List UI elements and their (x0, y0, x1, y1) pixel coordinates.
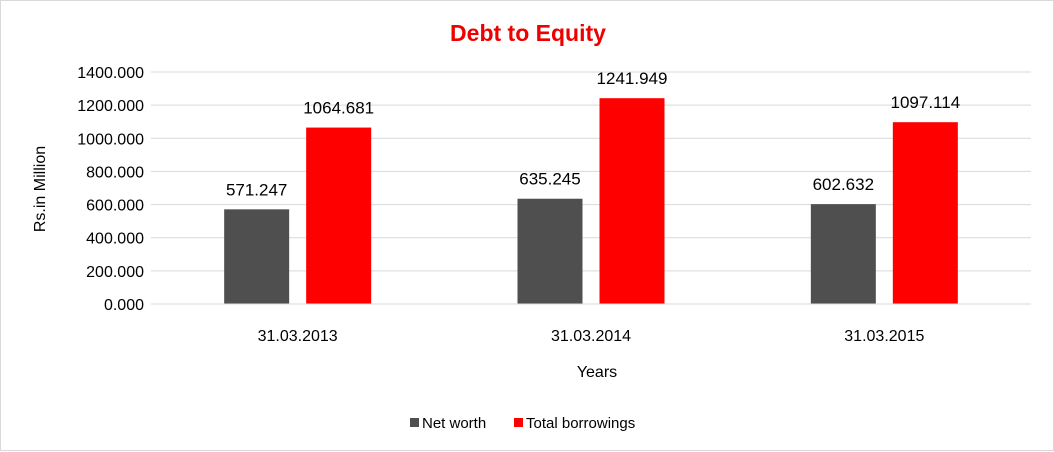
y-axis-label: Rs.in Million (32, 146, 49, 232)
legend: Net worth Total borrowings (410, 415, 635, 432)
y-tick-label: 1000.000 (77, 131, 144, 148)
bar-net-worth (224, 209, 290, 304)
y-tick-label: 1200.000 (77, 98, 144, 115)
bar-net-worth (810, 204, 876, 304)
data-label: 1097.114 (891, 93, 961, 112)
x-category-label: 31.03.2015 (844, 328, 924, 345)
data-label: 571.247 (226, 180, 287, 199)
gridlines (151, 71, 1031, 272)
x-axis-categories: 31.03.2013 31.03.2014 31.03.2015 (258, 328, 925, 345)
y-tick-label: 600.000 (86, 198, 144, 215)
data-label: 602.632 (813, 175, 874, 194)
y-tick-label: 1400.000 (77, 65, 144, 82)
legend-label-net-worth: Net worth (422, 415, 486, 432)
bar-total-borrowings (599, 98, 665, 304)
bar-total-borrowings (892, 122, 958, 304)
y-tick-label: 200.000 (86, 264, 144, 281)
data-labels: 571.247 1064.681 635.245 1241.949 602.632 109… (226, 69, 960, 199)
x-category-label: 31.03.2013 (258, 328, 338, 345)
data-label: 1241.949 (597, 69, 668, 88)
bars (224, 98, 958, 305)
chart-title: Debt to Equity (450, 20, 606, 46)
data-label: 1064.681 (303, 99, 374, 118)
y-tick-label: 0.000 (104, 297, 144, 314)
x-axis-label: Years (577, 364, 617, 381)
y-axis-ticks: 0.000 200.000 400.000 600.000 800.000 1000.00… (77, 65, 144, 314)
data-label: 635.245 (519, 170, 580, 189)
legend-label-total-borrowings: Total borrowings (526, 415, 635, 432)
y-tick-label: 400.000 (86, 231, 144, 248)
bar-total-borrowings (306, 127, 372, 305)
bar-net-worth (517, 198, 583, 304)
legend-swatch-net-worth (410, 418, 419, 427)
x-category-label: 31.03.2014 (551, 328, 631, 345)
y-tick-label: 800.000 (86, 164, 144, 181)
legend-swatch-total-borrowings (514, 418, 523, 427)
